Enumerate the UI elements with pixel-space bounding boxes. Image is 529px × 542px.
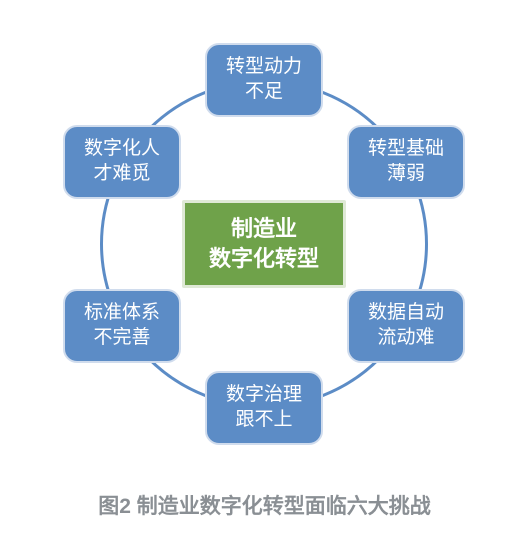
challenge-node-1-label: 转型动力 不足: [226, 55, 302, 104]
challenge-node-3-label: 数据自动 流动难: [368, 301, 444, 350]
center-node: 制造业 数字化转型: [182, 200, 346, 288]
diagram-stage: 制造业 数字化转型 转型动力 不足 转型基础 薄弱 数据自动 流动难 数字治理 …: [0, 0, 529, 542]
challenge-node-5: 标准体系 不完善: [63, 289, 181, 363]
challenge-node-2-label: 转型基础 薄弱: [368, 137, 444, 186]
challenge-node-4-label: 数字治理 跟不上: [226, 383, 302, 432]
challenge-node-6-label: 数字化人 才难觅: [84, 137, 160, 186]
challenge-node-5-label: 标准体系 不完善: [84, 301, 160, 350]
challenge-node-1: 转型动力 不足: [205, 43, 323, 117]
challenge-node-3: 数据自动 流动难: [347, 289, 465, 363]
figure-caption-text: 图2 制造业数字化转型面临六大挑战: [98, 495, 431, 518]
challenge-node-2: 转型基础 薄弱: [347, 125, 465, 199]
center-node-label: 制造业 数字化转型: [209, 214, 319, 273]
challenge-node-4: 数字治理 跟不上: [205, 371, 323, 445]
challenge-node-6: 数字化人 才难觅: [63, 125, 181, 199]
figure-caption: 图2 制造业数字化转型面临六大挑战: [0, 490, 529, 520]
